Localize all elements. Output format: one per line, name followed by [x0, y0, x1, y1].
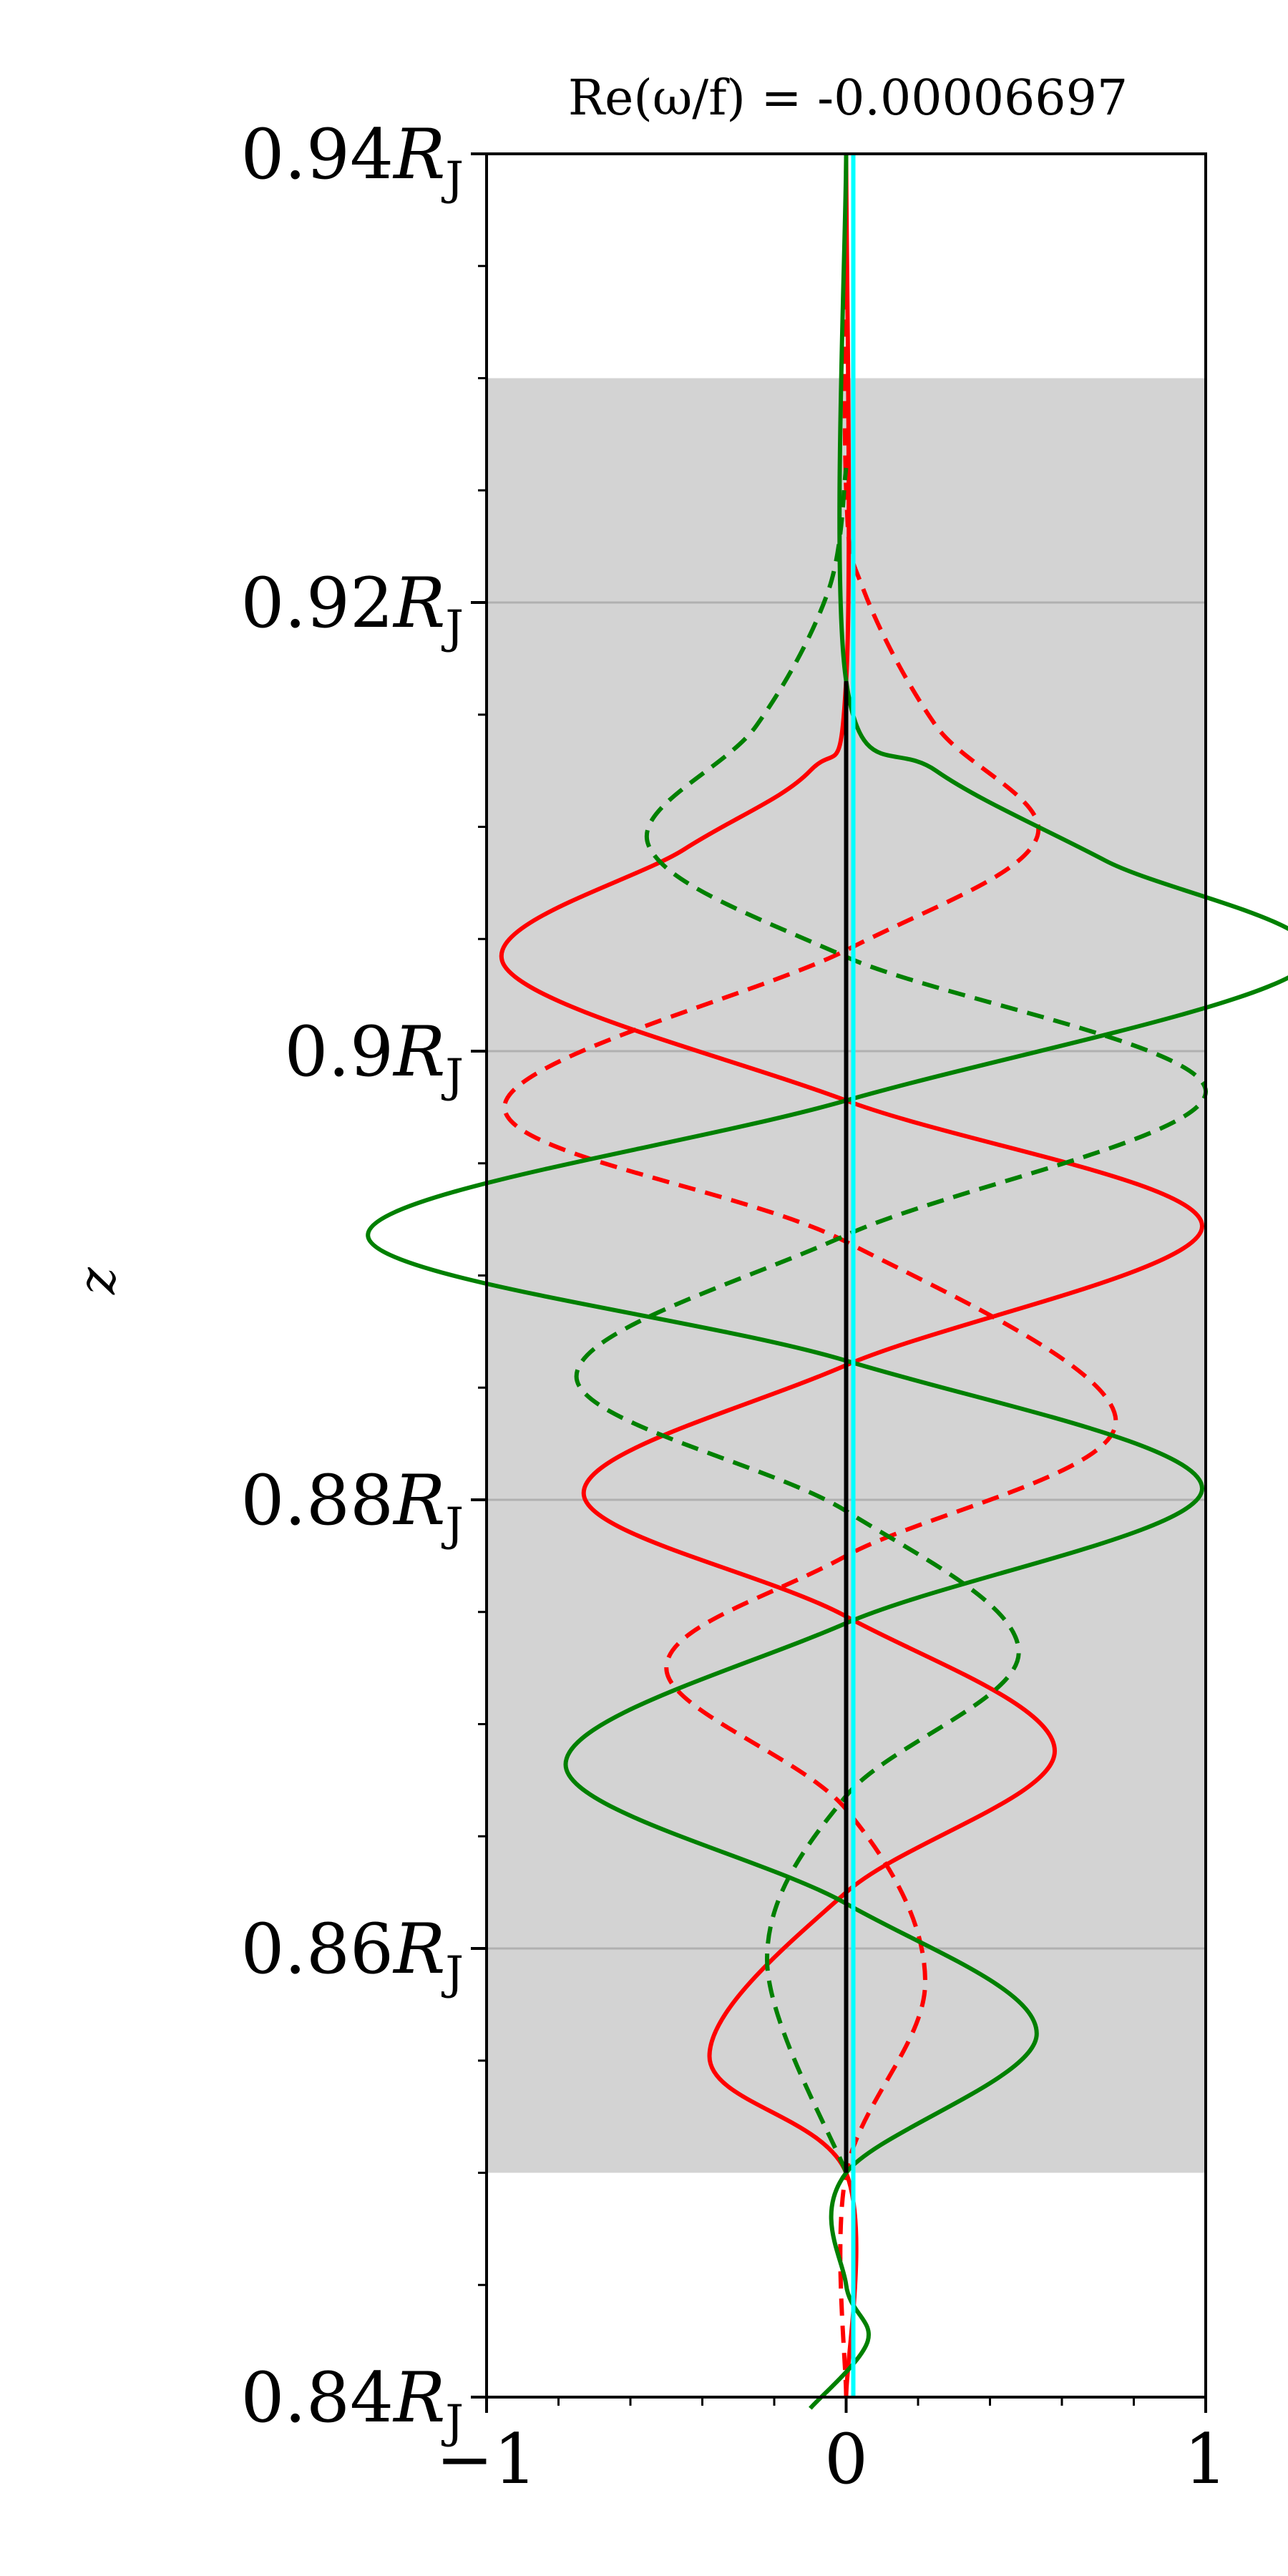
series-line-3 [574, 467, 1208, 2174]
x-tick-label: −1 [436, 2419, 537, 2499]
y-tick-label: 0.9RJ [284, 1012, 464, 1103]
series-layer [366, 153, 1288, 2410]
chart-title: Re(ω/f) = -0.00006697 [568, 70, 1128, 127]
label-layer: 0.84RJ 0.86RJ 0.88RJ 0.9RJ 0.92RJ 0.94RJ −1 0 1 [240, 114, 1227, 2499]
series-line-0 [499, 153, 1204, 2398]
x-tick-label: 1 [1184, 2419, 1227, 2499]
y-axis-label: z [67, 1267, 127, 1295]
y-tick-label: 0.88RJ [240, 1460, 464, 1551]
y-tick-label: 0.86RJ [240, 1909, 464, 2000]
x-tick-label: 0 [824, 2419, 868, 2499]
y-tick-label: 0.94RJ [240, 114, 464, 205]
y-tick-label: 0.84RJ [240, 2358, 464, 2449]
y-tick-label: 0.92RJ [240, 563, 464, 654]
series-line-2 [366, 153, 1288, 2410]
tick-layer [471, 152, 1207, 2413]
